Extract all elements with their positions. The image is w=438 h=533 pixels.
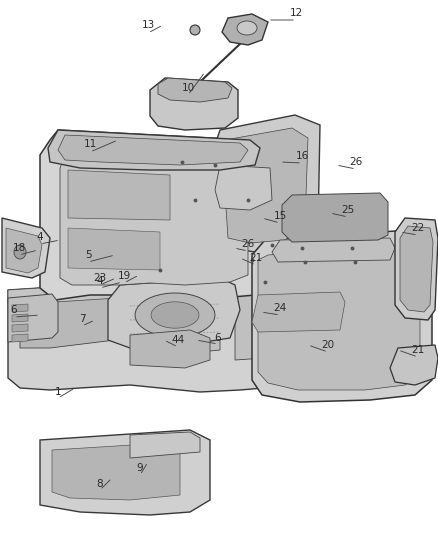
Text: 7: 7 bbox=[79, 314, 85, 324]
Text: 6: 6 bbox=[11, 305, 18, 315]
Text: 4: 4 bbox=[97, 276, 103, 286]
Polygon shape bbox=[222, 128, 308, 243]
Ellipse shape bbox=[190, 25, 200, 35]
Polygon shape bbox=[8, 260, 430, 392]
Polygon shape bbox=[272, 238, 395, 262]
Polygon shape bbox=[158, 78, 232, 102]
Polygon shape bbox=[60, 155, 248, 285]
Polygon shape bbox=[390, 345, 438, 385]
Polygon shape bbox=[252, 292, 345, 332]
Text: 8: 8 bbox=[97, 479, 103, 489]
Text: 44: 44 bbox=[171, 335, 185, 345]
Text: 9: 9 bbox=[137, 463, 143, 473]
Text: 23: 23 bbox=[93, 273, 106, 283]
Polygon shape bbox=[40, 430, 210, 515]
Text: 22: 22 bbox=[411, 223, 424, 233]
Text: 21: 21 bbox=[249, 253, 263, 263]
Text: 16: 16 bbox=[295, 151, 309, 161]
Text: 1: 1 bbox=[55, 387, 61, 397]
Polygon shape bbox=[222, 14, 268, 45]
Polygon shape bbox=[68, 170, 170, 220]
Polygon shape bbox=[135, 293, 215, 337]
Text: 13: 13 bbox=[141, 20, 155, 30]
Text: 25: 25 bbox=[341, 205, 355, 215]
Polygon shape bbox=[151, 302, 199, 328]
Text: 10: 10 bbox=[181, 83, 194, 93]
Polygon shape bbox=[235, 278, 310, 360]
Polygon shape bbox=[12, 304, 28, 312]
Text: 5: 5 bbox=[85, 250, 91, 260]
Text: 15: 15 bbox=[273, 211, 286, 221]
Polygon shape bbox=[258, 245, 420, 390]
Polygon shape bbox=[52, 442, 180, 500]
Polygon shape bbox=[135, 285, 220, 358]
Polygon shape bbox=[8, 294, 58, 342]
Text: 20: 20 bbox=[321, 340, 335, 350]
Text: 26: 26 bbox=[350, 157, 363, 167]
Polygon shape bbox=[108, 278, 240, 348]
Polygon shape bbox=[282, 193, 388, 242]
Polygon shape bbox=[252, 230, 432, 402]
Text: 24: 24 bbox=[273, 303, 286, 313]
Polygon shape bbox=[20, 293, 120, 348]
Polygon shape bbox=[215, 165, 272, 210]
Polygon shape bbox=[215, 115, 320, 252]
Polygon shape bbox=[58, 135, 248, 165]
Polygon shape bbox=[68, 228, 160, 270]
Polygon shape bbox=[12, 314, 28, 322]
Polygon shape bbox=[395, 218, 438, 320]
Text: 26: 26 bbox=[241, 239, 254, 249]
Polygon shape bbox=[2, 218, 50, 278]
Polygon shape bbox=[12, 334, 28, 342]
Polygon shape bbox=[8, 262, 430, 305]
Polygon shape bbox=[12, 324, 28, 332]
Text: 12: 12 bbox=[290, 8, 303, 18]
Polygon shape bbox=[130, 330, 210, 368]
Text: 4: 4 bbox=[37, 232, 43, 242]
Polygon shape bbox=[48, 130, 260, 170]
Ellipse shape bbox=[237, 21, 257, 35]
Text: 21: 21 bbox=[411, 345, 424, 355]
Text: 6: 6 bbox=[215, 333, 221, 343]
Polygon shape bbox=[400, 226, 433, 312]
Text: 18: 18 bbox=[12, 243, 26, 253]
Polygon shape bbox=[40, 130, 272, 300]
Ellipse shape bbox=[14, 245, 26, 259]
Polygon shape bbox=[130, 432, 200, 458]
Text: 19: 19 bbox=[117, 271, 131, 281]
Polygon shape bbox=[6, 228, 42, 273]
Polygon shape bbox=[150, 78, 238, 130]
Text: 11: 11 bbox=[83, 139, 97, 149]
